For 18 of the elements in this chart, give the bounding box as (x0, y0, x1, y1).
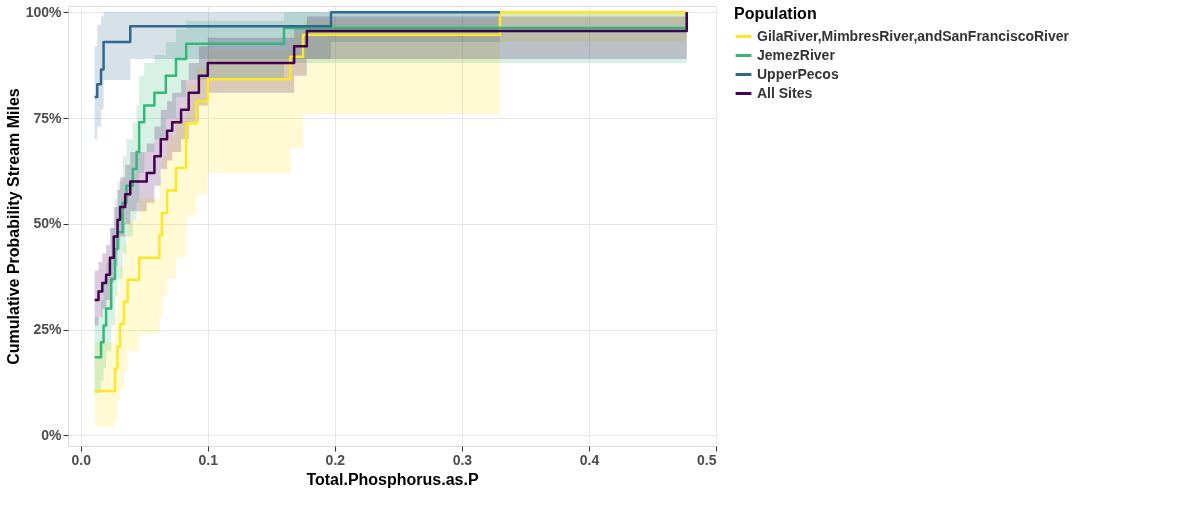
legend-label: All Sites (757, 84, 813, 101)
legend-label: GilaRiver,MimbresRiver,andSanFranciscoRiver (757, 27, 1070, 44)
x-tick-label: 0.0 (71, 451, 92, 468)
legend-title: Population (734, 5, 817, 22)
y-tick-label: 0% (41, 426, 63, 443)
x-axis-title: Total.Phosphorus.as.P (306, 470, 479, 488)
x-tick-label: 0.5 (697, 451, 717, 468)
y-tick-label: 75% (33, 109, 63, 126)
legend-label: JemezRiver (757, 46, 836, 63)
x-tick-label: 0.3 (452, 451, 473, 468)
y-tick-label: 50% (33, 215, 63, 232)
x-tick-label: 0.4 (579, 451, 600, 468)
y-axis-title: Cumulative Probability Stream Miles (4, 88, 22, 365)
y-tick-label: 25% (33, 321, 63, 338)
x-tick-label: 0.1 (198, 451, 219, 468)
y-tick-label: 100% (25, 3, 63, 20)
legend-label: UpperPecos (757, 65, 839, 82)
x-tick-label: 0.2 (325, 451, 346, 468)
